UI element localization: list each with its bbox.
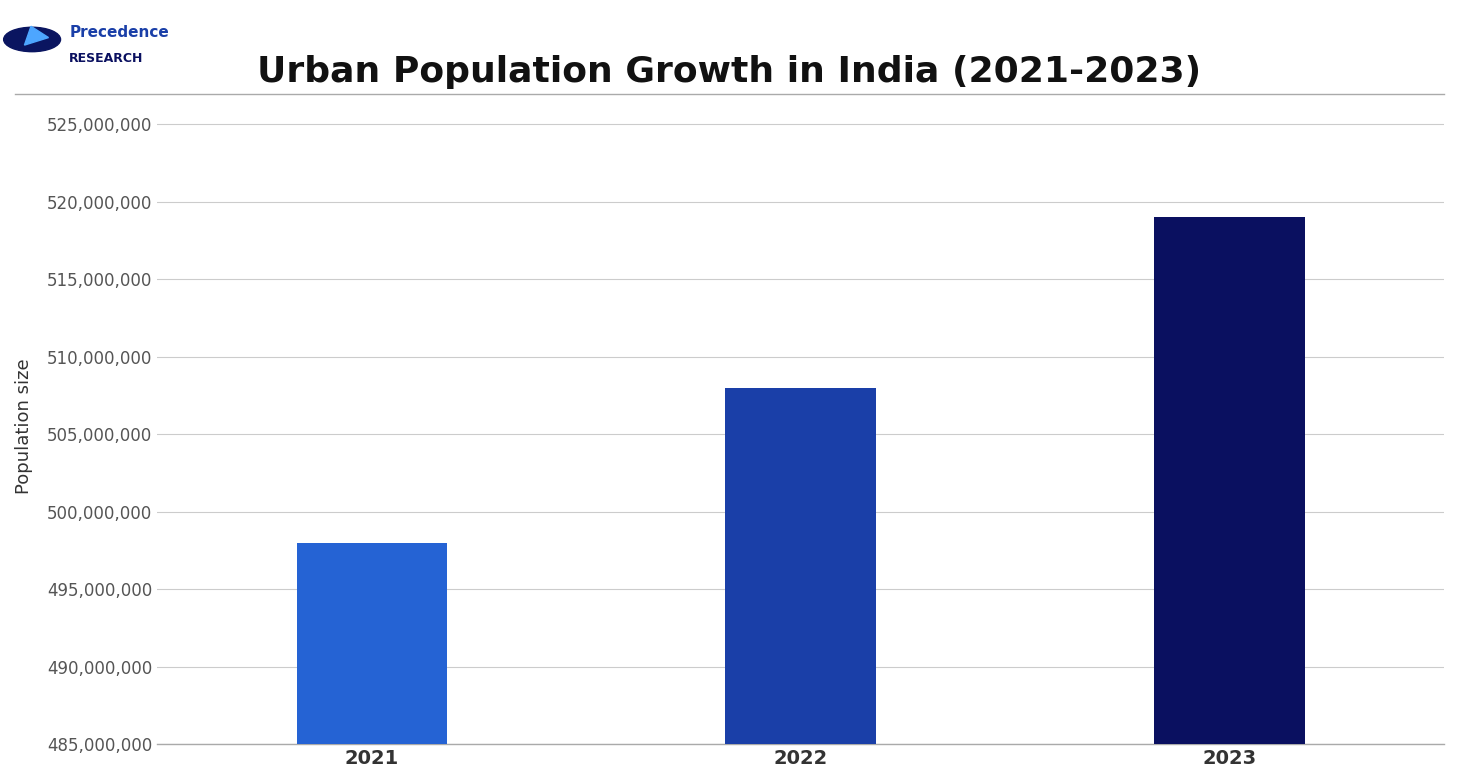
Bar <box>296 543 446 783</box>
Text: Urban Population Growth in India (2021-2023): Urban Population Growth in India (2021-2… <box>257 55 1202 88</box>
Y-axis label: Population size: Population size <box>15 359 34 494</box>
Bar <box>725 388 875 783</box>
Text: Precedence: Precedence <box>70 25 169 41</box>
Circle shape <box>3 27 61 52</box>
Polygon shape <box>25 27 48 45</box>
Text: RESEARCH: RESEARCH <box>70 52 143 65</box>
Bar <box>1154 218 1304 783</box>
